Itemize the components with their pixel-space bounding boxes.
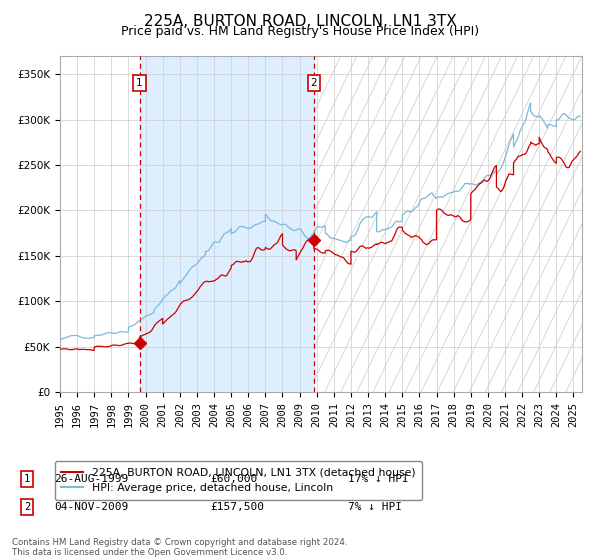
Text: 2: 2 — [24, 502, 30, 512]
Text: 26-AUG-1999: 26-AUG-1999 — [54, 474, 128, 484]
Text: 1: 1 — [136, 78, 143, 88]
Text: 2: 2 — [311, 78, 317, 88]
Text: 1: 1 — [24, 474, 30, 484]
Text: 17% ↓ HPI: 17% ↓ HPI — [348, 474, 409, 484]
Text: 225A, BURTON ROAD, LINCOLN, LN1 3TX: 225A, BURTON ROAD, LINCOLN, LN1 3TX — [143, 14, 457, 29]
Text: Contains HM Land Registry data © Crown copyright and database right 2024.
This d: Contains HM Land Registry data © Crown c… — [12, 538, 347, 557]
Bar — [140, 56, 314, 392]
Text: 7% ↓ HPI: 7% ↓ HPI — [348, 502, 402, 512]
Text: Price paid vs. HM Land Registry's House Price Index (HPI): Price paid vs. HM Land Registry's House … — [121, 25, 479, 38]
Text: £60,000: £60,000 — [210, 474, 257, 484]
Text: £157,500: £157,500 — [210, 502, 264, 512]
Legend: 225A, BURTON ROAD, LINCOLN, LN1 3TX (detached house), HPI: Average price, detach: 225A, BURTON ROAD, LINCOLN, LN1 3TX (det… — [55, 461, 422, 500]
Text: 04-NOV-2009: 04-NOV-2009 — [54, 502, 128, 512]
